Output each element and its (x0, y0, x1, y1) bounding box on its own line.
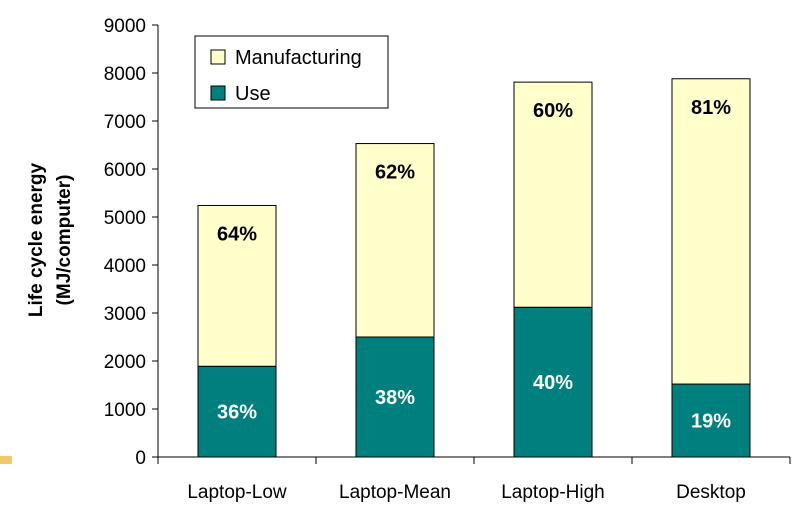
legend-label-manufacturing: Manufacturing (235, 47, 362, 69)
bar-manufacturing-laptop-mean (355, 143, 435, 338)
y-tick-label: 7000 (104, 112, 146, 133)
y-tick-label: 9000 (104, 16, 146, 37)
y-axis-label-line-1: Life cycle energy (26, 162, 47, 317)
x-tick-label: Laptop-Mean (339, 482, 451, 503)
legend-swatch-use (210, 85, 226, 101)
y-axis-label-line-2: (MJ/computer) (54, 175, 75, 306)
data-label: 19% (691, 411, 731, 433)
data-label: 64% (217, 223, 257, 245)
bar-manufacturing-desktop (671, 78, 751, 385)
data-label: 40% (533, 372, 573, 394)
bar-manufacturing-laptop-high (513, 81, 593, 308)
bars: 36% 64% 38% 62% 40% 60% 19% 81% (197, 78, 751, 458)
legend-label-use: Use (235, 83, 271, 105)
y-tick-label: 5000 (104, 208, 146, 229)
y-tick-label: 6000 (104, 160, 146, 181)
y-axis-label: Life cycle energy (MJ/computer) (26, 162, 75, 317)
legend-box (194, 35, 389, 109)
data-label: 62% (375, 162, 415, 184)
bar-use-laptop-high (513, 306, 593, 458)
x-tick-label: Desktop (676, 482, 746, 503)
slide-accent-mark (0, 456, 12, 464)
legend-swatch-manufacturing (210, 49, 226, 65)
y-tick-label: 0 (135, 448, 146, 469)
y-tick-label: 4000 (104, 256, 146, 277)
data-label: 36% (217, 402, 257, 424)
bar-use-desktop (671, 383, 751, 458)
y-tick-label: 3000 (104, 304, 146, 325)
data-label: 38% (375, 387, 415, 409)
data-label: 81% (691, 97, 731, 119)
y-tick-label: 1000 (104, 400, 146, 421)
bar-manufacturing-laptop-low (197, 204, 277, 367)
legend: Manufacturing Use (194, 35, 389, 109)
y-axis-ticks: 0 1000 2000 3000 4000 5000 6000 7000 8000 9000 (104, 16, 158, 469)
x-tick-label: Laptop-High (501, 482, 605, 503)
x-tick-label: Laptop-Low (187, 482, 287, 503)
y-tick-label: 2000 (104, 352, 146, 373)
x-axis-ticks: Laptop-Low Laptop-Mean Laptop-High Desktop (157, 457, 791, 503)
data-label: 60% (533, 100, 573, 122)
y-tick-label: 8000 (104, 64, 146, 85)
